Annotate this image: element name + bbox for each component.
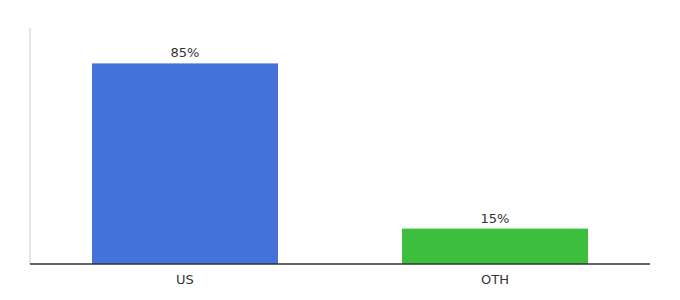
chart-container: 85% 15% US OTH xyxy=(0,0,680,300)
x-axis-line xyxy=(30,263,650,265)
data-label: 85% xyxy=(171,45,200,60)
x-tick-label: US xyxy=(176,272,194,287)
x-tick-label: OTH xyxy=(481,272,509,287)
bars xyxy=(92,63,588,264)
bar xyxy=(92,63,278,264)
y-axis-line xyxy=(30,28,31,264)
chart-svg: 85% 15% US OTH xyxy=(0,0,680,300)
bar xyxy=(402,229,588,264)
data-label: 15% xyxy=(481,211,510,226)
